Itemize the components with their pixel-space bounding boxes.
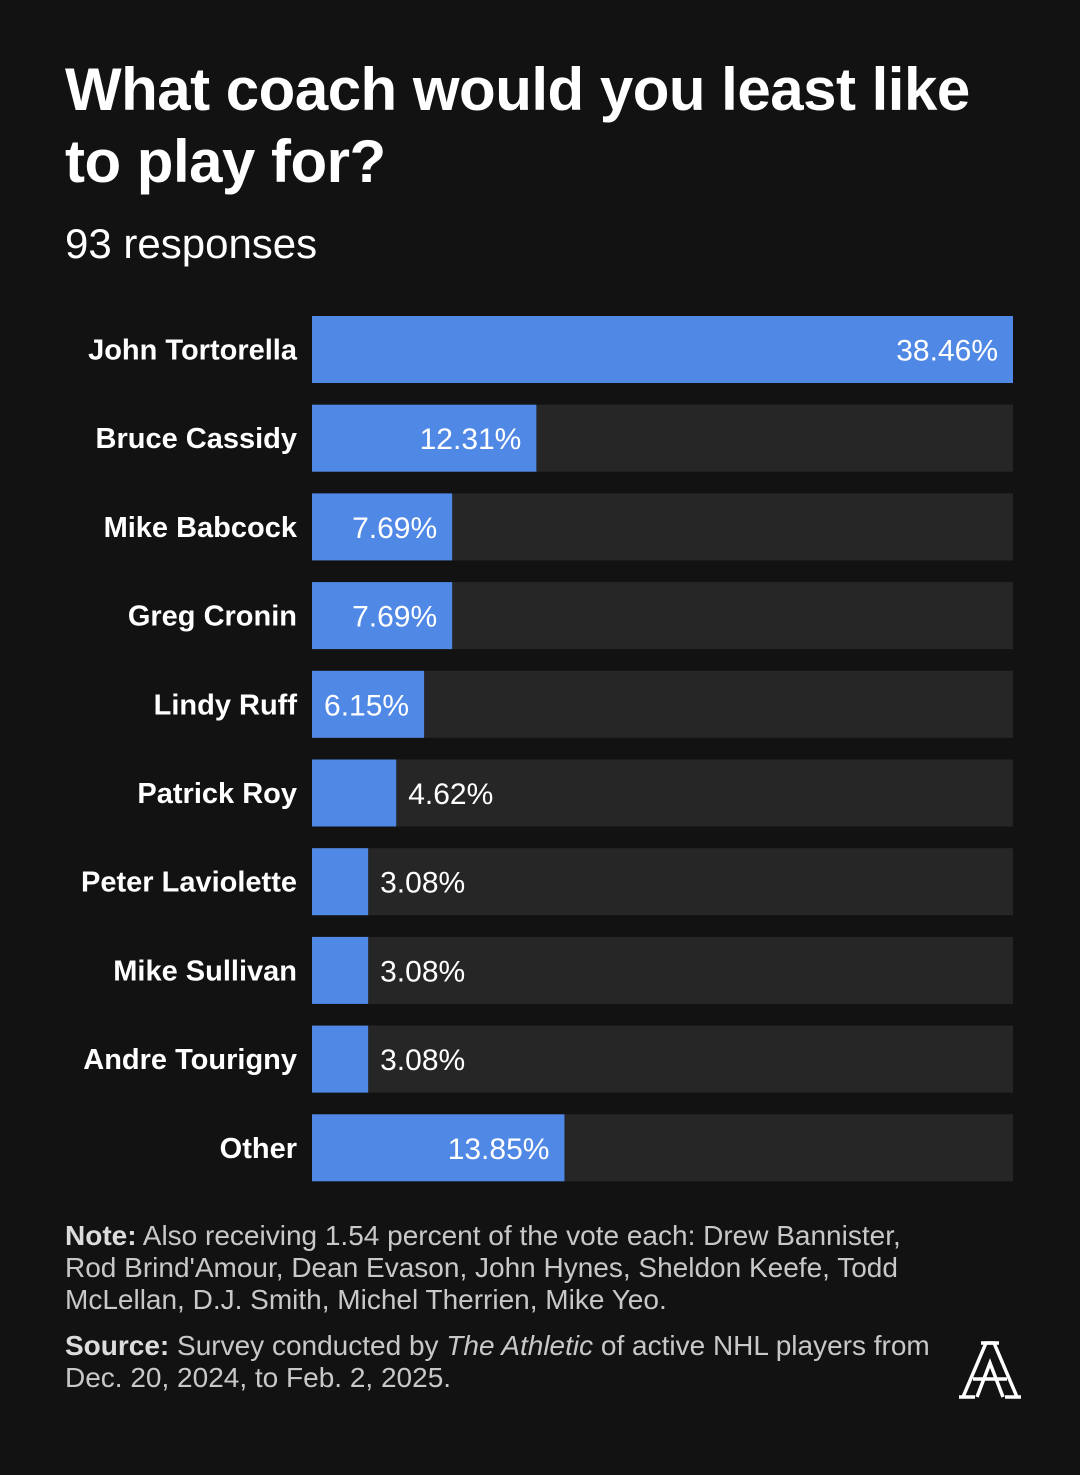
source-label: Source: bbox=[65, 1330, 170, 1361]
chart-subtitle: 93 responses bbox=[65, 220, 318, 267]
bar-track bbox=[312, 936, 1013, 1004]
source-text-before: Survey conducted by bbox=[169, 1330, 447, 1361]
bar bbox=[312, 1114, 565, 1182]
bar bbox=[312, 759, 397, 827]
bar bbox=[312, 493, 453, 561]
category-label: Greg Cronin bbox=[128, 601, 297, 633]
bar-track bbox=[312, 759, 1013, 827]
value-label: 6.15% bbox=[324, 689, 409, 722]
source-text-after: of active NHL players from Dec. 20, 2024… bbox=[65, 1330, 930, 1393]
value-label: 12.31% bbox=[420, 423, 522, 456]
category-label: Andre Tourigny bbox=[83, 1044, 297, 1076]
bar bbox=[312, 848, 369, 916]
athletic-logo-icon bbox=[959, 1341, 1021, 1399]
category-label: Mike Babcock bbox=[104, 512, 298, 544]
value-label: 3.08% bbox=[380, 955, 465, 988]
chart-title: What coach would you least like to play … bbox=[65, 56, 970, 195]
category-label: Patrick Roy bbox=[137, 778, 297, 810]
note-text: Also receiving 1.54 percent of the vote … bbox=[65, 1220, 901, 1315]
bar bbox=[312, 404, 537, 472]
category-label: Mike Sullivan bbox=[113, 955, 297, 987]
bar-track bbox=[312, 670, 1013, 738]
bar-track bbox=[312, 848, 1013, 916]
bar bbox=[312, 582, 453, 650]
category-label: Peter Laviolette bbox=[81, 867, 297, 899]
value-label: 7.69% bbox=[352, 512, 437, 545]
value-label: 13.85% bbox=[448, 1133, 550, 1166]
category-label: Lindy Ruff bbox=[154, 689, 298, 721]
bar-chart: John Tortorella 38.46% Bruce Cassidy 12.31%… bbox=[81, 316, 1013, 1182]
value-label: 3.08% bbox=[380, 1044, 465, 1077]
bar-track bbox=[312, 1025, 1013, 1093]
chart-note: Note: Also receiving 1.54 percent of the… bbox=[65, 1220, 935, 1316]
bar bbox=[312, 316, 1013, 383]
bar bbox=[312, 936, 369, 1004]
category-label: Other bbox=[220, 1133, 297, 1165]
value-label: 38.46% bbox=[896, 335, 998, 368]
source-publication: The Athletic bbox=[446, 1330, 594, 1361]
category-label: Bruce Cassidy bbox=[96, 423, 298, 455]
note-label: Note: bbox=[65, 1220, 137, 1251]
bar bbox=[312, 670, 425, 738]
value-label: 3.08% bbox=[380, 867, 465, 900]
value-label: 7.69% bbox=[352, 601, 437, 634]
chart-source: Source: Survey conducted by The Athletic… bbox=[65, 1330, 935, 1394]
bar bbox=[312, 1025, 369, 1093]
category-label: John Tortorella bbox=[88, 335, 298, 367]
value-label: 4.62% bbox=[408, 778, 493, 811]
